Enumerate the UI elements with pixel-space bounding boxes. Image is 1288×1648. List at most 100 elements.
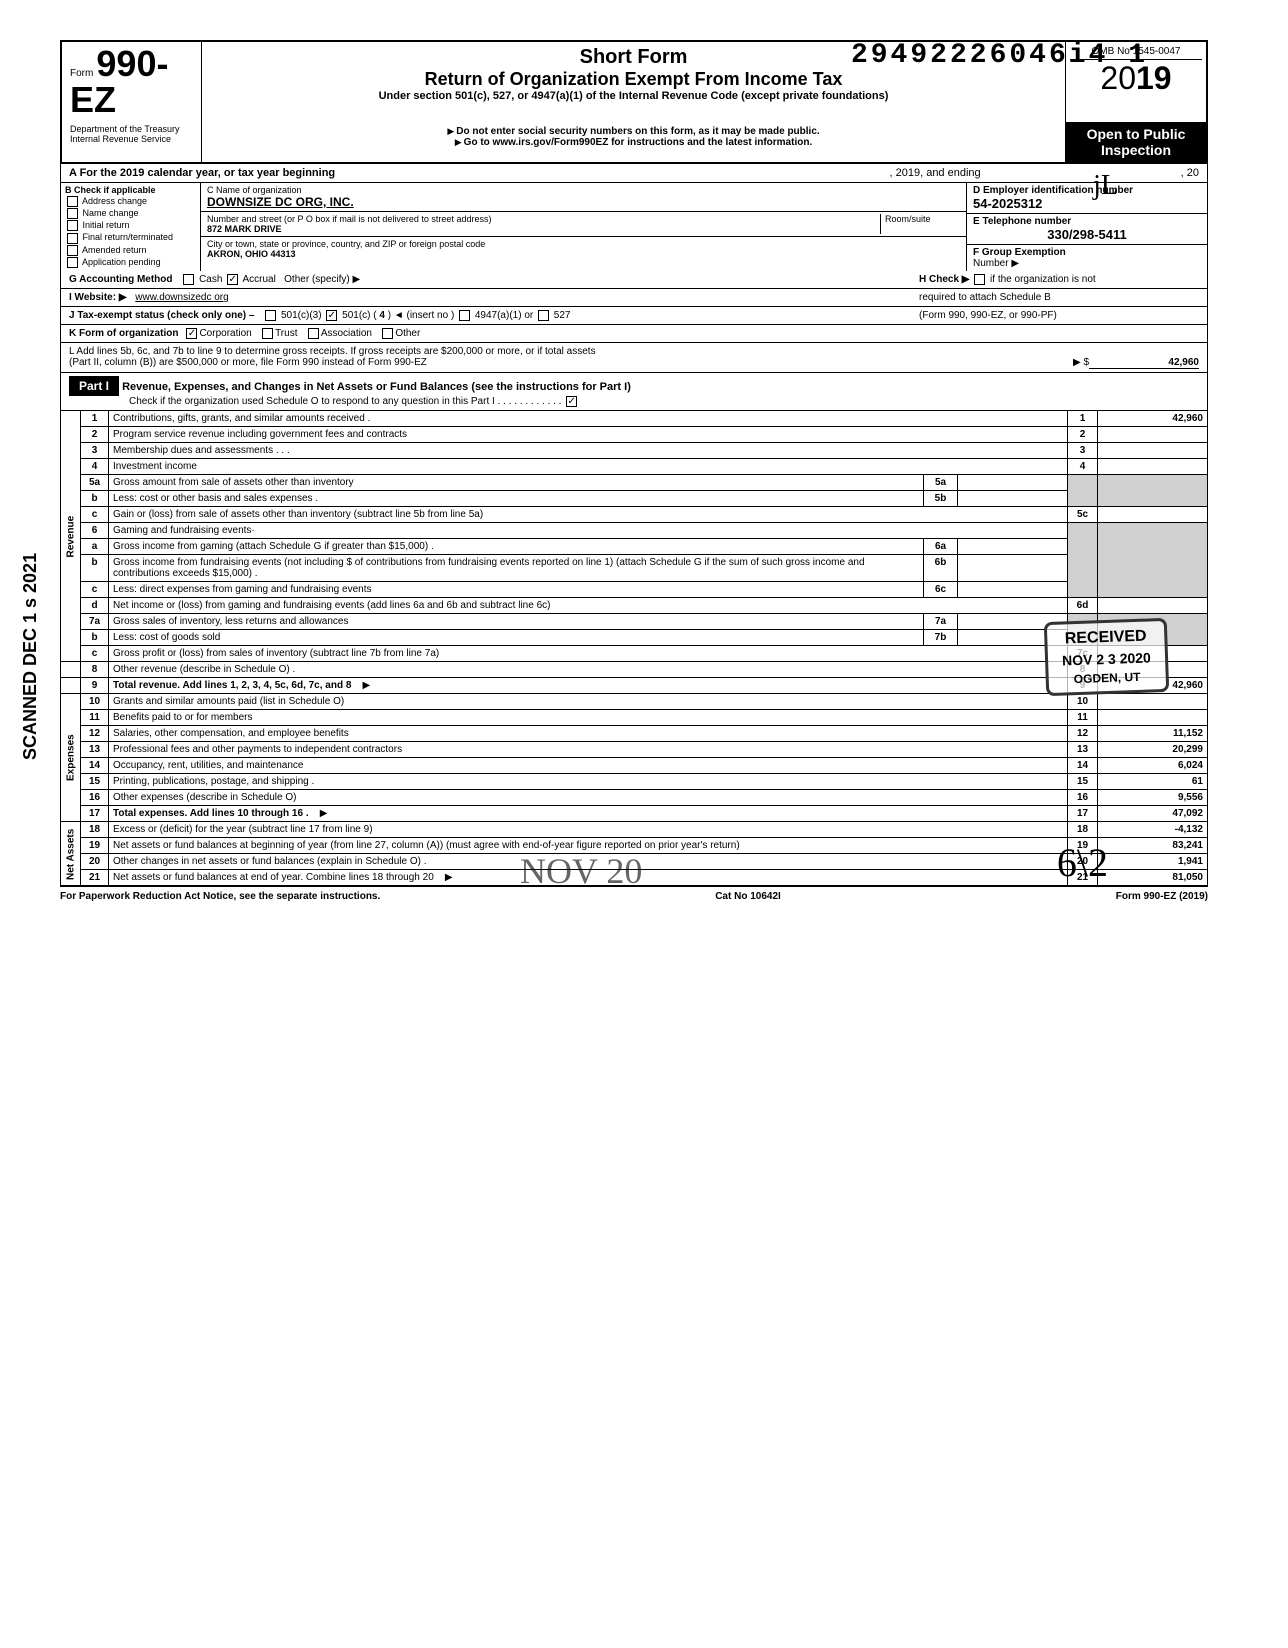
org-info-section: B Check if applicable Address change Nam… [60,183,1208,271]
section-d: D Employer identification number 54-2025… [967,183,1207,214]
l4-desc: Investment income [109,459,1068,475]
l5b-desc: Less: cost or other basis and sales expe… [109,491,924,507]
cb-sched-o[interactable] [566,396,577,407]
cb-accrual[interactable] [227,274,238,285]
l-text1: L Add lines 5b, 6c, and 7b to line 9 to … [69,346,1199,357]
line-6b: bGross income from fundraising events (n… [61,555,1208,582]
gross-receipts: 42,960 [1089,357,1199,369]
cb-501c3[interactable] [265,310,276,321]
received-text: RECEIVED [1061,627,1150,648]
cb-address-change[interactable]: Address change [65,196,196,207]
cb-name-change[interactable]: Name change [65,208,196,219]
l2-val [1098,427,1208,443]
l16-desc: Other expenses (describe in Schedule O) [109,790,1068,806]
signature-612: 6\2 [1057,839,1108,886]
l13-desc: Professional fees and other payments to … [109,742,1068,758]
l16-val: 9,556 [1098,790,1208,806]
received-date: NOV 2 3 2020 [1062,649,1151,668]
l1-val: 42,960 [1098,411,1208,427]
l5c-val [1098,507,1208,523]
l6b-desc: Gross income from fundraising events (no… [109,555,924,582]
cb-initial-return[interactable]: Initial return [65,220,196,231]
line-10: Expenses 10Grants and similar amounts pa… [61,694,1208,710]
l4-val [1098,459,1208,475]
l10-desc: Grants and similar amounts paid (list in… [109,694,1068,710]
line-a-label: A For the 2019 calendar year, or tax yea… [69,167,335,179]
l3-val [1098,443,1208,459]
city-label: City or town, state or province, country… [207,239,485,249]
l7b-desc: Less: cost of goods sold [109,630,924,646]
part-1-label: Part I [69,376,119,396]
other-org-label: Other [395,328,420,339]
i-label: I Website: ▶ [69,292,127,303]
line-3: 3Membership dues and assessments . . .3 [61,443,1208,459]
l14-desc: Occupancy, rent, utilities, and maintena… [109,758,1068,774]
cb-sched-b[interactable] [974,274,985,285]
cb-final-return[interactable]: Final return/terminated [65,232,196,243]
line-5a: 5aGross amount from sale of assets other… [61,475,1208,491]
501c-num: 4 [379,310,385,321]
website: www.downsizedc org [135,292,228,303]
cb-4947[interactable] [459,310,470,321]
g-label: G Accounting Method [69,274,173,285]
line-k: K Form of organization Corporation Trust… [60,325,1208,343]
instructions-url: Go to www.irs.gov/Form990EZ for instruct… [464,137,813,148]
cb-app-pending[interactable]: Application pending [65,257,196,268]
part-1-header: Part I Revenue, Expenses, and Changes in… [60,373,1208,411]
l3-desc: Membership dues and assessments . . . [109,443,1068,459]
line-a: A For the 2019 calendar year, or tax yea… [60,164,1208,183]
form-number-box: Form 990-EZ [62,42,202,122]
cb-527[interactable] [538,310,549,321]
other-label: Other (specify) ▶ [284,274,360,285]
l18-desc: Excess or (deficit) for the year (subtra… [109,822,1068,838]
cash-label: Cash [199,274,222,285]
line-2: 2Program service revenue including gover… [61,427,1208,443]
h-text2: required to attach Schedule B [919,292,1199,303]
line-6a: aGross income from gaming (attach Schedu… [61,539,1208,555]
cb-other-org[interactable] [382,328,393,339]
form-prefix: Form [70,68,93,79]
arrow-icon [447,126,456,137]
cb-amended[interactable]: Amended return [65,245,196,256]
footer-mid: Cat No 10642I [715,891,781,902]
line-5c: cGain or (loss) from sale of assets othe… [61,507,1208,523]
k-label: K Form of organization [69,328,178,339]
l11-val [1098,710,1208,726]
l6d-desc: Net income or (loss) from gaming and fun… [109,598,1068,614]
cb-corp[interactable] [186,328,197,339]
line-6: 6Gaming and fundraising events· [61,523,1208,539]
received-stamp: RECEIVED NOV 2 3 2020 OGDEN, UT [1044,618,1169,696]
cb-cash[interactable] [183,274,194,285]
cb-assoc[interactable] [308,328,319,339]
instructions-box: Do not enter social security numbers on … [202,122,1066,162]
cb-501c[interactable] [326,310,337,321]
l21-val: 81,050 [1098,870,1208,886]
line-i: I Website: ▶ www.downsizedc org required… [60,289,1208,307]
street-address: 872 MARK DRIVE [207,224,282,234]
main-title: Return of Organization Exempt From Incom… [210,69,1057,90]
line-7a: 7aGross sales of inventory, less returns… [61,614,1208,630]
line-8: 8Other revenue (describe in Schedule O) … [61,662,1208,678]
line-1: Revenue 1Contributions, gifts, grants, a… [61,411,1208,427]
right-info-col: D Employer identification number 54-2025… [967,183,1207,271]
ssn-warning: Do not enter social security numbers on … [456,126,819,137]
501c-label: 501(c) ( [342,310,376,321]
line-12: 12Salaries, other compensation, and empl… [61,726,1208,742]
city-state-zip: AKRON, OHIO 44313 [207,249,296,259]
addr-label: Number and street (or P O box if mail is… [207,214,491,224]
handwriting-mid: NOV 20 [520,850,642,892]
addr-row: Number and street (or P O box if mail is… [201,212,966,237]
city-row: City or town, state or province, country… [201,237,966,261]
cb-trust[interactable] [262,328,273,339]
line-6c: cLess: direct expenses from gaming and f… [61,582,1208,598]
section-b: B Check if applicable Address change Nam… [61,183,201,271]
footer-left: For Paperwork Reduction Act Notice, see … [60,891,380,902]
l-arrow: ▶ $ [427,357,1089,369]
e-label: E Telephone number [973,216,1071,227]
line-g-h: G Accounting Method Cash Accrual Other (… [60,271,1208,289]
scanned-stamp: SCANNED DEC 1 s 2021 [20,553,41,760]
l13-val: 20,299 [1098,742,1208,758]
line-l: L Add lines 5b, 6c, and 7b to line 9 to … [60,343,1208,373]
h-label: H Check ▶ [919,274,969,285]
b-label: B Check if applicable [65,185,156,195]
